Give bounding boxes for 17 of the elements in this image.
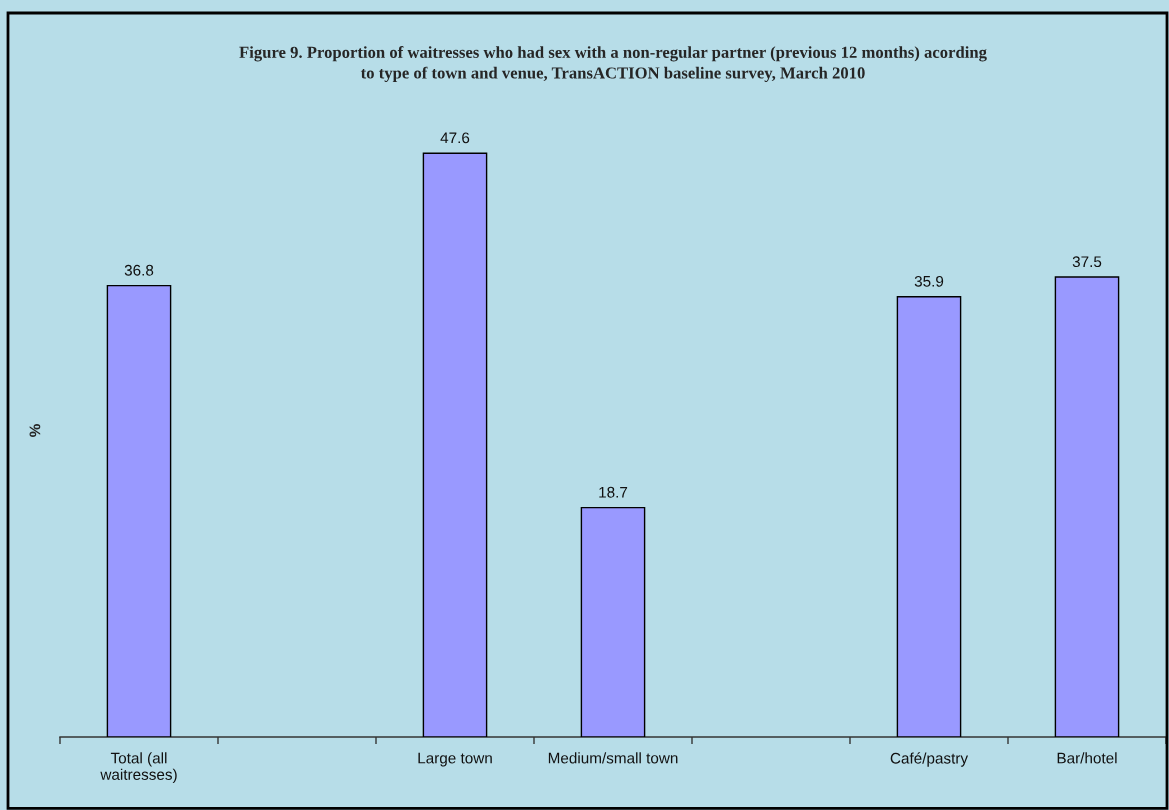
data-label: 47.6 bbox=[440, 132, 470, 144]
data-label: 37.5 bbox=[1072, 256, 1102, 268]
chart-title: Figure 9. Proportion of waitresses who had sex with a non-regular partner (previous 12 months) acording to type of town and venue, TransACTION baseline survey, March 2010 bbox=[239, 45, 987, 83]
x-tick-label: Bar/hotel bbox=[1057, 752, 1117, 764]
bar bbox=[106, 284, 172, 737]
x-tick-label: Total (all waitresses) bbox=[100, 752, 177, 783]
bar bbox=[580, 506, 646, 737]
bar bbox=[1054, 276, 1120, 737]
data-label: 18.7 bbox=[599, 486, 628, 498]
y-axis-title: % bbox=[29, 424, 41, 437]
x-tick-label: Café/pastry bbox=[890, 752, 969, 767]
bar bbox=[896, 295, 962, 737]
x-tick-label: Medium/small town bbox=[548, 752, 678, 764]
data-label: 35.9 bbox=[914, 275, 944, 287]
data-label: 36.8 bbox=[124, 264, 154, 276]
x-tick-label: Large town bbox=[418, 752, 492, 767]
bar bbox=[422, 152, 488, 737]
